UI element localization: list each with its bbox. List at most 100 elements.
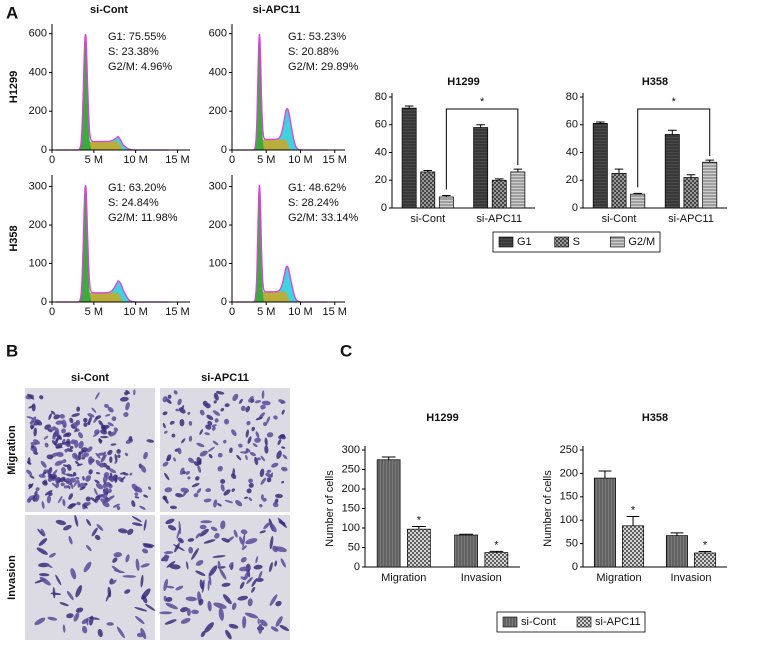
- cell: [220, 484, 225, 492]
- cell: [78, 432, 83, 439]
- cell: [259, 619, 268, 627]
- cell: [162, 411, 168, 416]
- micrograph: [159, 515, 290, 640]
- x-tick-label: Invasion: [461, 572, 502, 584]
- cell: [214, 533, 220, 539]
- cell: [176, 527, 181, 539]
- cell: [167, 394, 172, 399]
- cell: [282, 454, 288, 460]
- cell: [191, 609, 199, 615]
- cell: [274, 560, 278, 567]
- cell: [91, 407, 97, 413]
- bar-hatch: [630, 194, 645, 208]
- cell: [242, 533, 246, 548]
- cell: [42, 471, 46, 475]
- cell: [114, 453, 118, 462]
- cell: [37, 528, 45, 537]
- cell: [259, 504, 263, 508]
- cell: [148, 486, 151, 490]
- cell: [49, 426, 56, 432]
- y-tick-label: 40: [375, 146, 387, 158]
- x-tick-label: Migration: [381, 572, 426, 584]
- cell: [87, 421, 91, 426]
- cell: [46, 495, 51, 504]
- cell: [219, 568, 227, 580]
- cell: [107, 422, 114, 427]
- cell: [162, 422, 166, 429]
- cell: [81, 457, 85, 460]
- cell: [173, 390, 178, 395]
- cell: [166, 454, 172, 461]
- cell: [244, 612, 259, 619]
- cell: [106, 622, 114, 626]
- bar-hatch: [594, 478, 616, 567]
- y-tick-label: 0: [41, 144, 47, 156]
- cell: [33, 451, 39, 455]
- legend-hatch: [554, 237, 569, 247]
- cell: [75, 460, 80, 465]
- y-tick-label: 300: [29, 180, 47, 192]
- cell: [95, 392, 100, 400]
- cell: [59, 476, 66, 483]
- panel-label: A: [6, 3, 18, 22]
- cell: [66, 464, 72, 471]
- y-tick-label: 80: [375, 91, 387, 103]
- cell: [74, 440, 79, 449]
- cell: [57, 495, 63, 504]
- cell: [253, 564, 263, 570]
- cell: [60, 482, 65, 487]
- cell: [146, 439, 155, 443]
- cell: [43, 435, 49, 440]
- cell: [185, 470, 190, 475]
- cell: [261, 390, 265, 399]
- cell: [35, 487, 40, 492]
- y-tick-label: 20: [375, 174, 387, 186]
- bar-hatch: [439, 196, 454, 208]
- cell: [188, 435, 193, 442]
- y-tick-label: 0: [572, 561, 578, 573]
- x-tick-label: 10 M: [123, 154, 147, 166]
- cell: [73, 479, 79, 488]
- cell: [199, 524, 207, 530]
- error-bar: [626, 515, 640, 526]
- cell: [196, 456, 202, 465]
- cell: [239, 566, 250, 572]
- cell: [119, 396, 129, 402]
- cell: [197, 465, 202, 473]
- bracket: [445, 108, 519, 190]
- cell: [86, 545, 92, 552]
- cell: [61, 472, 66, 475]
- cell: [251, 586, 256, 593]
- cell: [95, 459, 101, 466]
- bar-hatch: [492, 180, 507, 208]
- cell: [119, 472, 126, 475]
- cell: [246, 488, 252, 494]
- micrograph: [25, 514, 156, 640]
- cell: [94, 534, 101, 541]
- cell: [200, 630, 206, 638]
- legend-label: G1: [517, 236, 532, 248]
- cell: [48, 413, 52, 420]
- panel-label: C: [340, 341, 352, 360]
- cell: [75, 585, 83, 598]
- cell: [233, 529, 238, 538]
- y-tick-label: 200: [560, 467, 578, 479]
- cell: [113, 427, 118, 432]
- stat-text: S: 24.84%: [108, 197, 159, 209]
- legend-box: [496, 611, 646, 633]
- cell: [245, 538, 258, 545]
- cell: [118, 528, 128, 534]
- cell: [107, 449, 113, 456]
- cell: [196, 488, 202, 494]
- cell: [54, 460, 64, 466]
- cell: [163, 495, 169, 504]
- cell: [143, 519, 147, 531]
- cell: [28, 483, 33, 488]
- cell: [105, 465, 111, 470]
- x-tick-label: 0: [49, 306, 55, 318]
- cell: [248, 478, 253, 483]
- error-bar: [442, 195, 451, 197]
- significance-mark: *: [631, 504, 636, 516]
- cell: [71, 413, 80, 417]
- error-bar: [698, 551, 712, 553]
